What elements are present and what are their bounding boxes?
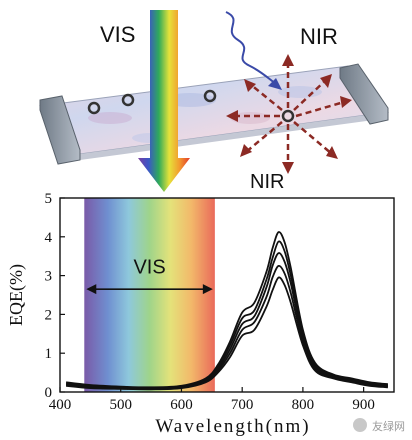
- eqe-curves: [65, 231, 388, 391]
- eqe-series-line-5: [66, 276, 388, 391]
- y-tick-label: 3: [45, 269, 53, 285]
- x-tick-label: 900: [352, 397, 375, 413]
- nir-incoming-squiggle: [225, 11, 277, 85]
- particle-ring: [121, 93, 135, 107]
- y-tick-label: 2: [45, 307, 53, 323]
- watermark-logo-icon: [353, 418, 367, 432]
- x-tick-label: 400: [49, 397, 72, 413]
- y-axis-ticks: 0 1 2 3 4 5: [45, 191, 65, 401]
- squiggle-arrowhead: [268, 78, 282, 90]
- vis-arrowhead-left: [86, 284, 97, 295]
- watermark-text: 友绿网: [372, 419, 405, 433]
- eqe-chart: VIS 400 500 600 700 800 900 0 1 2 3 4 5 Wavelength…: [6, 191, 395, 437]
- y-tick-label: 0: [45, 385, 53, 401]
- x-axis-label: Wavelength(nm): [155, 416, 310, 437]
- vis-label-top: VIS: [100, 22, 135, 47]
- x-tick-label: 500: [109, 397, 132, 413]
- y-tick-label: 4: [45, 230, 53, 246]
- x-tick-label: 700: [231, 397, 254, 413]
- nir-emission-arrows: [234, 62, 345, 166]
- watermark: 友绿网: [353, 418, 405, 433]
- device-schematic: VIS NIR NIR: [39, 10, 389, 193]
- vis-beam: [138, 10, 190, 192]
- plot-frame: [59, 197, 395, 393]
- vis-arrowhead-right: [202, 284, 213, 295]
- emitting-particle: [281, 109, 295, 123]
- y-tick-label: 1: [45, 346, 53, 362]
- nir-arrowheads: [226, 54, 352, 174]
- right-end-cell: [339, 63, 389, 125]
- nir-label-top: NIR: [300, 24, 338, 49]
- vis-band-label: VIS: [133, 257, 165, 279]
- x-tick-label: 800: [292, 397, 315, 413]
- y-axis-label: EQE(%): [6, 264, 27, 326]
- x-tick-label: 600: [170, 397, 193, 413]
- left-end-cell: [39, 95, 81, 165]
- vis-spectrum-band: [84, 198, 215, 392]
- particle-ring: [87, 101, 101, 115]
- x-axis-ticks: 400 500 600 700 800 900: [49, 387, 375, 413]
- y-tick-label: 5: [45, 191, 53, 207]
- nir-label-bottom: NIR: [250, 171, 284, 193]
- particle-ring: [203, 89, 217, 103]
